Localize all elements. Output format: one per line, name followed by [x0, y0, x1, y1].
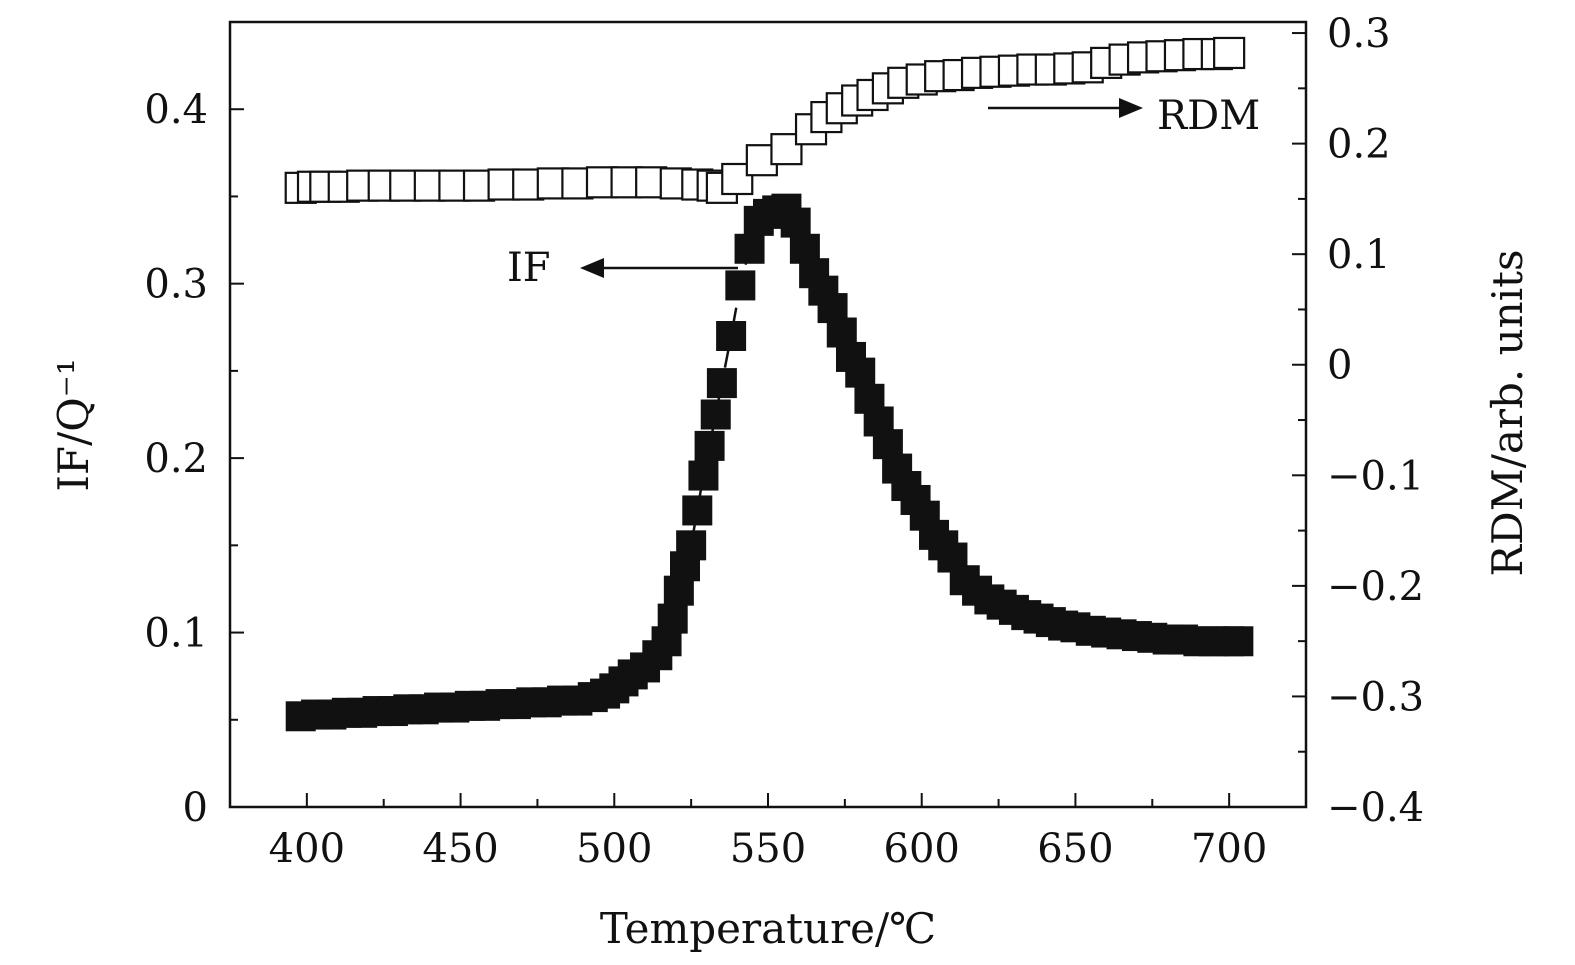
- axis-tick-labels: 400 450 500 550 600 650 700 0 0.1 0.2 0.3 0.4 0.3 0.2…: [144, 11, 1424, 872]
- y-right-tick-label: −0.3: [1327, 674, 1424, 720]
- if-point: [694, 430, 725, 461]
- y-left-tick-label: 0.4: [144, 87, 208, 133]
- axis-ticks: [230, 21, 1306, 808]
- rdm-annotation: RDM: [1157, 93, 1260, 139]
- if-arrow-head: [580, 258, 604, 278]
- if-point: [682, 495, 713, 526]
- x-tick-label: 500: [576, 826, 652, 872]
- if-point: [1223, 626, 1254, 657]
- if-annotation: IF: [507, 245, 551, 291]
- y-right-tick-label: 0.2: [1327, 122, 1391, 168]
- if-point: [657, 603, 688, 634]
- y-left-tick-label: 0.1: [144, 611, 208, 657]
- rdm-arrow-head: [1119, 98, 1143, 118]
- if-point: [734, 233, 765, 264]
- if-point: [700, 399, 731, 430]
- if-point: [725, 270, 756, 301]
- y-right-tick-label: 0.1: [1327, 232, 1391, 278]
- if-series: [285, 193, 1254, 732]
- if-point: [780, 207, 811, 238]
- x-tick-label: 400: [269, 826, 345, 872]
- y-left-tick-label: 0.3: [144, 262, 208, 308]
- x-tick-label: 600: [884, 826, 960, 872]
- y-left-tick-label: 0: [183, 785, 208, 831]
- rdm-point: [1213, 36, 1246, 70]
- y-left-tick-label: 0.2: [144, 436, 208, 482]
- if-point: [716, 321, 747, 351]
- x-tick-label: 450: [422, 826, 498, 872]
- x-tick-label: 650: [1037, 826, 1113, 872]
- x-tick-label: 550: [730, 826, 806, 872]
- y-right-tick-label: −0.4: [1327, 785, 1424, 831]
- if-point: [845, 357, 876, 388]
- y-right-tick-label: 0.3: [1327, 11, 1391, 57]
- rdm-point: [770, 133, 803, 166]
- plot-frame: [228, 20, 1308, 809]
- y-right-tick-label: 0: [1327, 343, 1352, 389]
- if-point: [676, 530, 707, 561]
- y-right-tick-label: −0.1: [1327, 453, 1424, 499]
- if-point: [706, 368, 737, 399]
- x-tick-label: 700: [1191, 826, 1267, 872]
- x-axis-title: Temperature/℃: [600, 904, 936, 953]
- y-right-axis-title: RDM/arb. units: [1483, 249, 1532, 576]
- y-right-tick-label: −0.2: [1327, 564, 1424, 610]
- if-point: [688, 460, 719, 491]
- rdm-series: [284, 36, 1246, 204]
- y-left-axis-title: IF/Q⁻¹: [49, 358, 98, 491]
